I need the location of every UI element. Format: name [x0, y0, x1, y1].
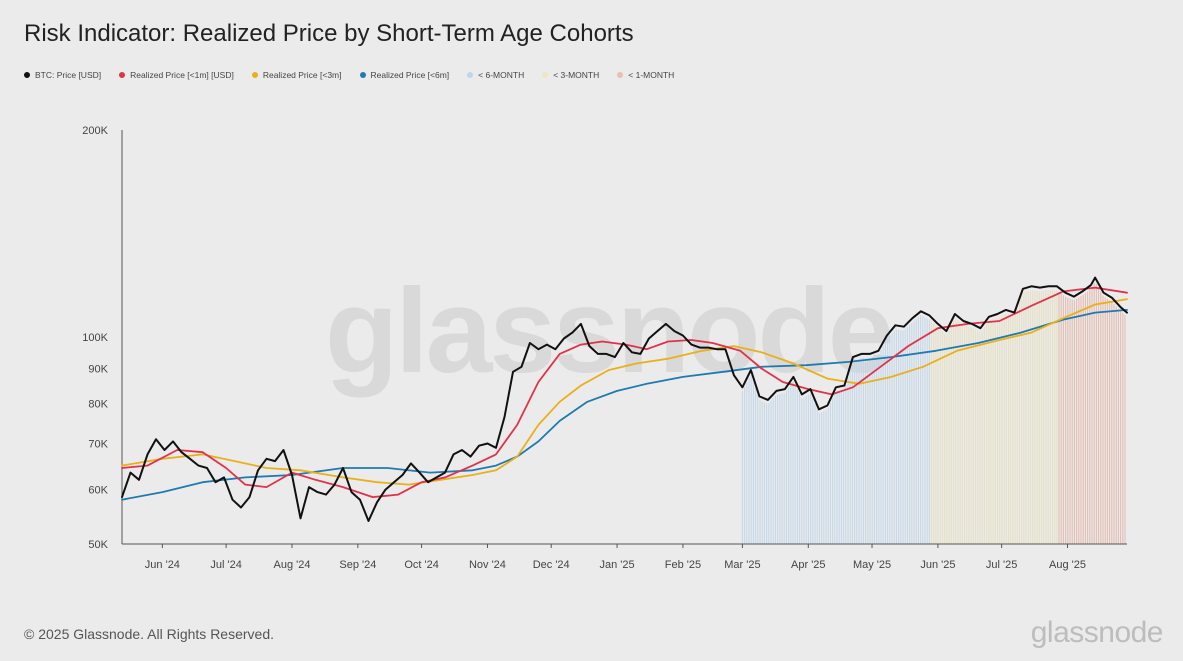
- x-tick-label: Apr '25: [791, 559, 826, 571]
- legend-item-realized-3m[interactable]: Realized Price [<3m]: [251, 70, 342, 80]
- x-tick-label: Aug '24: [273, 559, 310, 571]
- x-tick-label: Nov '24: [469, 559, 506, 571]
- legend-item-btc-price[interactable]: BTC: Price [USD]: [24, 70, 101, 80]
- y-tick-label: 50K: [88, 539, 108, 551]
- watermark-logo: glassnode: [325, 264, 894, 398]
- legend: BTC: Price [USD] Realized Price [<1m] [U…: [24, 70, 674, 80]
- x-tick-label: Aug '25: [1049, 559, 1086, 571]
- x-tick-label: Jan '25: [599, 559, 634, 571]
- legend-swatch: [359, 72, 366, 78]
- x-tick-label: Jul '25: [986, 559, 1017, 571]
- legend-label: < 6-MONTH: [478, 70, 525, 80]
- x-tick-label: Jun '25: [920, 559, 955, 571]
- chart-title: Risk Indicator: Realized Price by Short-…: [24, 20, 634, 47]
- legend-label: BTC: Price [USD]: [35, 70, 102, 80]
- x-tick-label: Sep '24: [339, 559, 376, 571]
- legend-label: < 3-MONTH: [553, 70, 600, 80]
- x-tick-label: Jul '24: [210, 559, 241, 571]
- legend-label: Realized Price [<6m]: [370, 70, 450, 80]
- series-line-realized-price-1m-usd: [121, 286, 1128, 498]
- legend-item-1-month[interactable]: < 1-MONTH: [617, 70, 674, 80]
- y-tick-label: 70K: [88, 439, 108, 451]
- x-tick-label: Dec '24: [533, 559, 570, 571]
- legend-item-6-month[interactable]: < 6-MONTH: [467, 70, 524, 80]
- y-tick-label: 100K: [82, 332, 108, 344]
- y-tick-label: 90K: [88, 363, 108, 375]
- legend-swatch: [617, 72, 624, 78]
- y-tick-label: 200K: [82, 125, 108, 137]
- legend-swatch: [542, 72, 549, 78]
- x-tick-label: Jun '24: [145, 559, 180, 571]
- x-tick-label: Mar '25: [724, 559, 760, 571]
- x-tick-label: Feb '25: [665, 559, 701, 571]
- legend-label: < 1-MONTH: [628, 70, 675, 80]
- y-tick-label: 80K: [88, 399, 108, 411]
- series-line-realized-price-3m: [121, 298, 1128, 486]
- legend-swatch: [119, 72, 126, 78]
- x-tick-label: May '25: [853, 559, 891, 571]
- x-tick-label: Oct '24: [404, 559, 439, 571]
- copyright-footer: © 2025 Glassnode. All Rights Reserved.: [24, 626, 275, 642]
- series-lines: [121, 276, 1128, 522]
- series-line-realized-price-6m: [121, 309, 1128, 501]
- legend-swatch: [467, 72, 474, 78]
- band-6-month: [741, 315, 930, 544]
- legend-item-realized-1m[interactable]: Realized Price [<1m] [USD]: [119, 70, 234, 80]
- axes: 50K 60K 70K 80K 90K 100K 200K Jun '24 Jul '24 Aug…: [82, 125, 1127, 571]
- legend-label: Realized Price [<1m] [USD]: [130, 70, 234, 80]
- legend-swatch: [24, 72, 30, 78]
- legend-item-3-month[interactable]: < 3-MONTH: [542, 70, 599, 80]
- band-3-month: [930, 290, 1058, 544]
- cohort-bands: [741, 283, 1126, 544]
- legend-item-realized-6m[interactable]: Realized Price [<6m]: [359, 70, 450, 80]
- legend-swatch: [251, 72, 258, 78]
- band-1-month: [1058, 283, 1126, 544]
- y-tick-label: 60K: [88, 485, 108, 497]
- legend-label: Realized Price [<3m]: [262, 70, 342, 80]
- series-line-btc-price-usd: [121, 276, 1128, 522]
- brand-logo: glassnode: [1030, 616, 1164, 649]
